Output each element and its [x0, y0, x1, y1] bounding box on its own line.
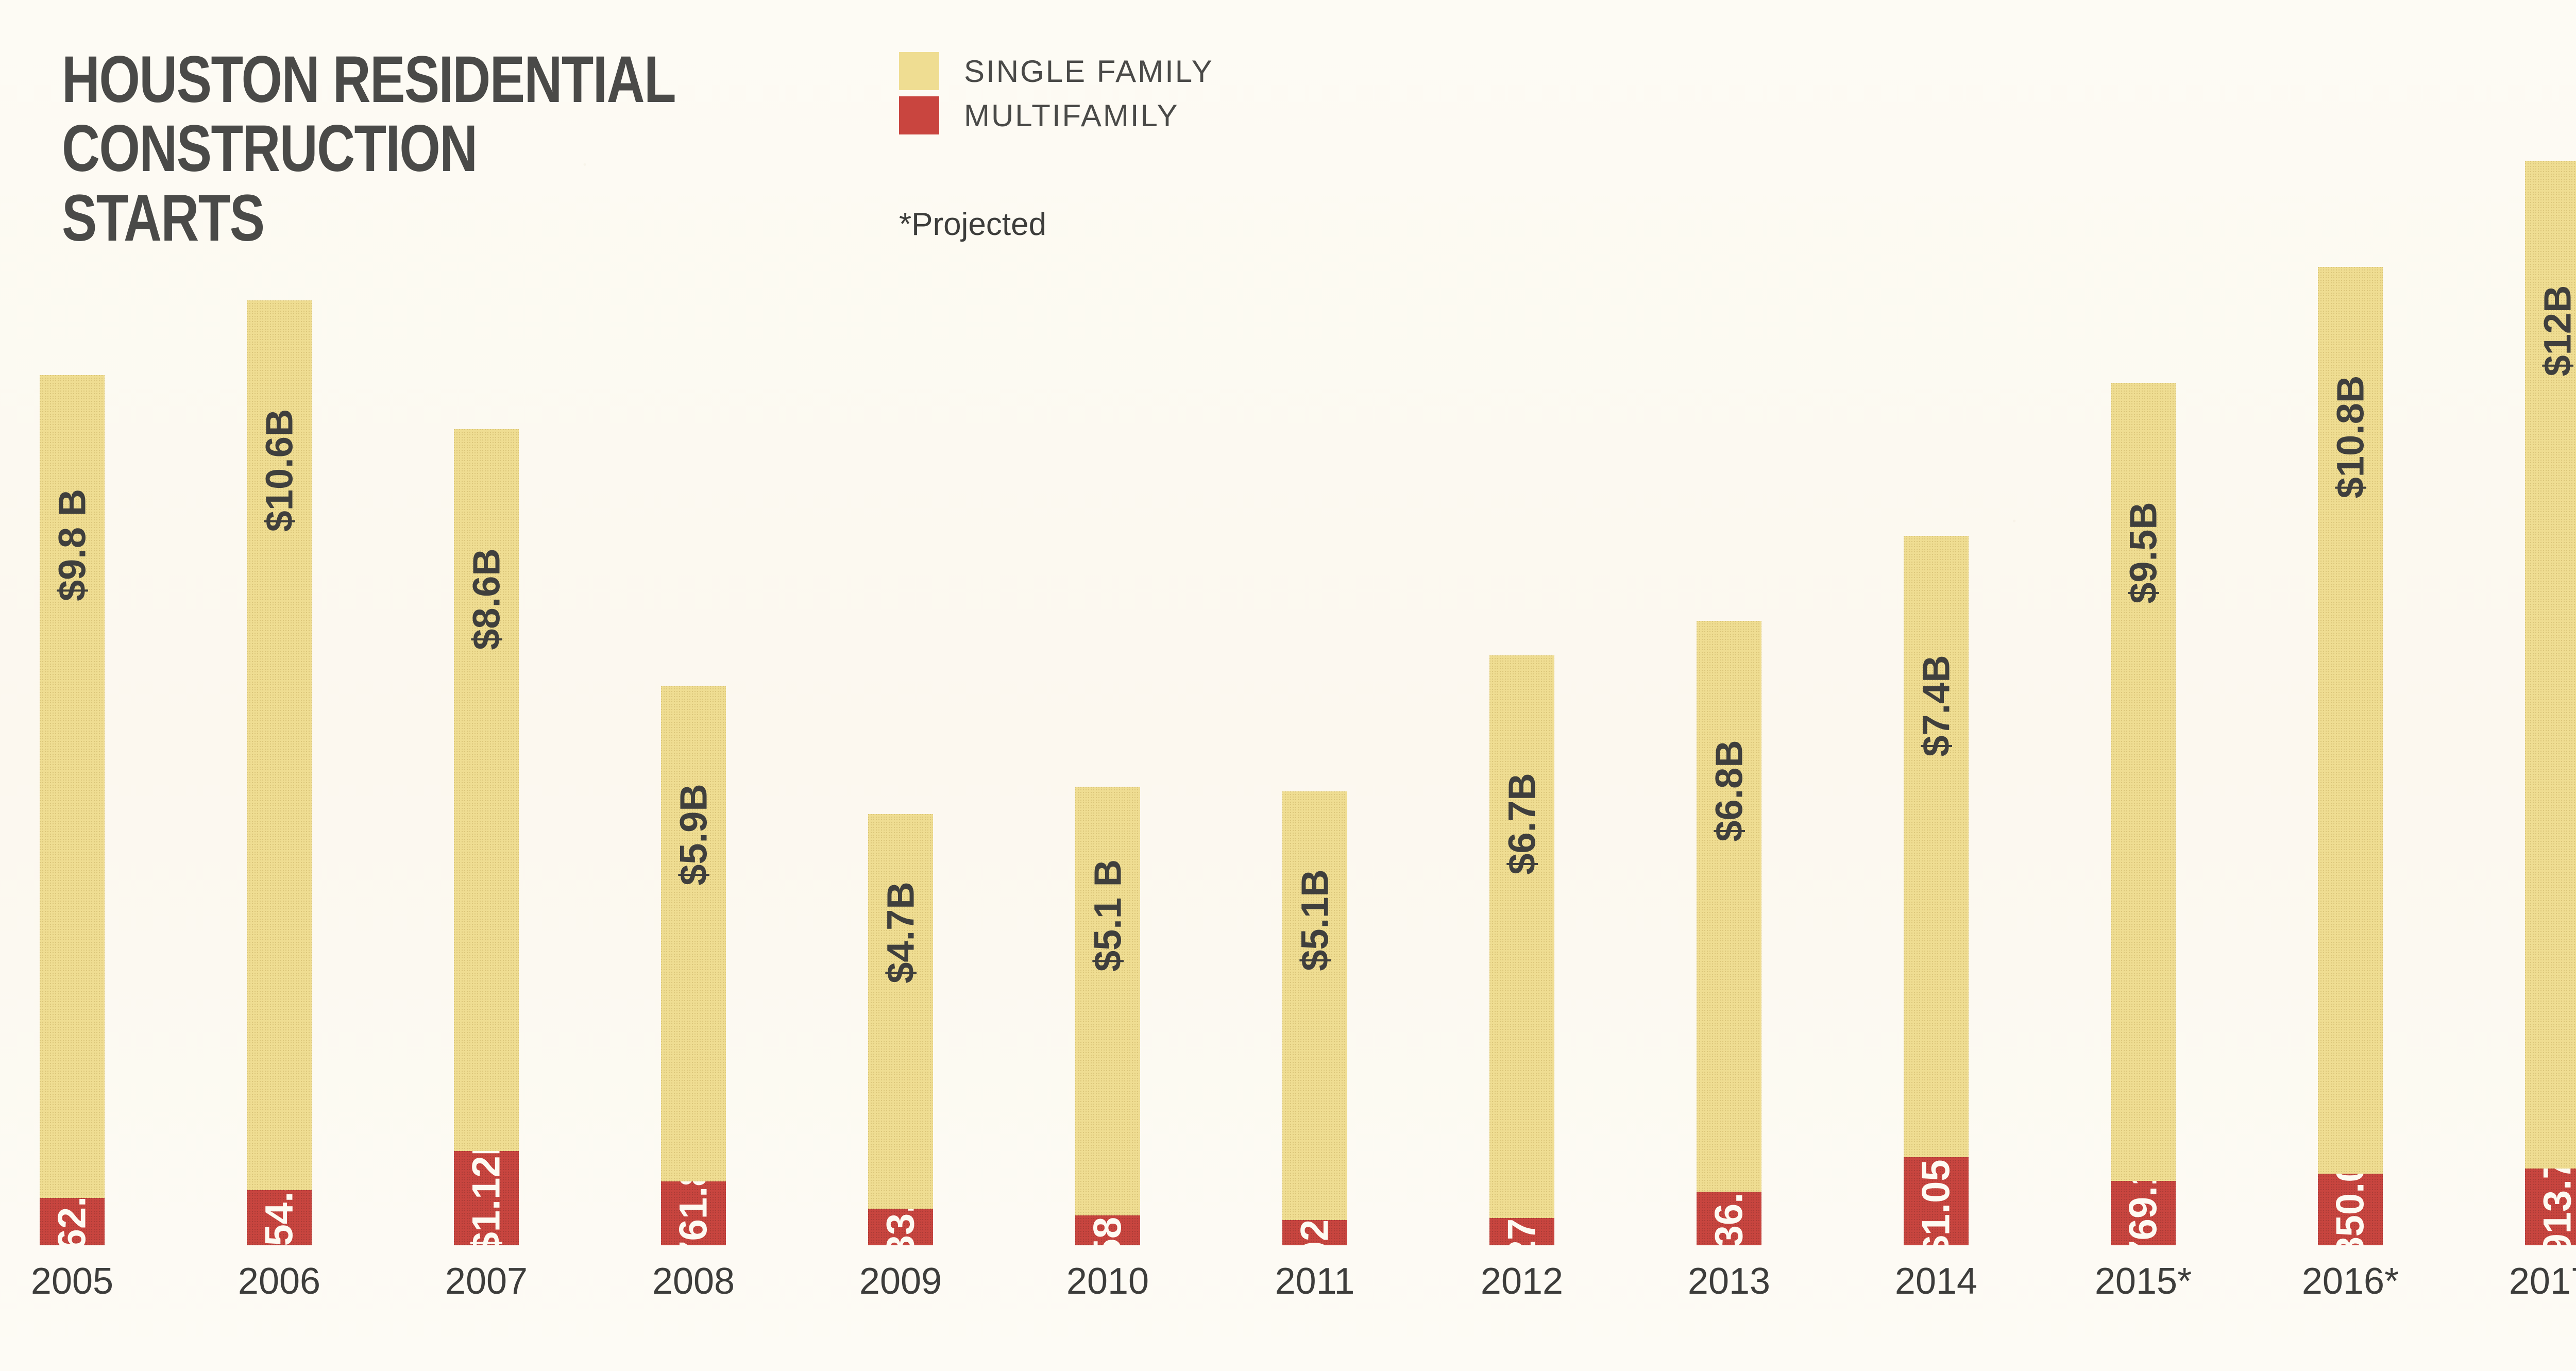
bar-2009[interactable]: $4.7B $433.7M	[868, 814, 933, 1245]
bar-value-label-single-family: $7.4B	[1914, 654, 1958, 757]
bar-segment-multifamily[interactable]: $636.2M	[1697, 1192, 1761, 1245]
bar-2013[interactable]: $6.8B $636.2M	[1697, 620, 1761, 1245]
bar-value-label-single-family: $5.1B	[1293, 869, 1336, 971]
page-title: HOUSTON RESIDENTIAL CONSTRUCTION STARTS	[62, 43, 676, 255]
bar-value-label-single-family: $12B	[2536, 285, 2576, 377]
bar-value-label-multifamily: $636.2M	[1707, 1192, 1752, 1245]
bar-value-label-single-family: $5.9B	[672, 783, 715, 886]
bar-segment-multifamily[interactable]: $327.7M	[1489, 1217, 1554, 1245]
bar-segment-single-family[interactable]: $4.7B	[868, 814, 933, 1209]
legend-item-single-family[interactable]: SINGLE FAMILY	[899, 49, 1214, 93]
bar-value-label-single-family: $4.7B	[879, 882, 922, 984]
single-family-swatch-icon	[899, 52, 939, 90]
bar-value-label-multifamily: $913.7M	[2535, 1169, 2576, 1245]
x-axis-label-2008: 2008	[652, 1261, 735, 1302]
bar-value-label-multifamily: $433.7M	[878, 1209, 923, 1245]
x-axis-label-2009: 2009	[859, 1261, 942, 1302]
bar-value-label-single-family: $9.5B	[2122, 502, 2165, 604]
chart-legend: SINGLE FAMILY MULTIFAMILY	[899, 49, 1214, 138]
bar-segment-single-family[interactable]: $6.7B	[1489, 655, 1554, 1218]
x-axis-label-2005: 2005	[30, 1261, 114, 1302]
x-axis-label-2011: 2011	[1275, 1261, 1355, 1302]
bar-value-label-multifamily: $358.5M	[1086, 1215, 1130, 1245]
x-axis-label-2007: 2007	[445, 1261, 528, 1302]
bar-value-label-single-family: $6.8B	[1707, 740, 1751, 842]
bar-2006[interactable]: $10.6B $654.5M	[247, 300, 312, 1245]
x-axis-label-2006: 2006	[238, 1261, 321, 1302]
x-axis-label-2010: 2010	[1066, 1261, 1149, 1302]
bar-segment-single-family[interactable]: $5.9B	[661, 686, 726, 1181]
bar-value-label-single-family: $9.8 B	[50, 488, 94, 601]
bar-segment-multifamily[interactable]: $761.8M	[661, 1181, 726, 1245]
bar-value-label-multifamily: $769.1M	[2121, 1181, 2166, 1245]
bar-chart-plot-area: $9.8 B$562.9M2005$10.6B$654.5M2006$8.6B$…	[30, 161, 2576, 1302]
bar-2012[interactable]: $6.7B $327.7M	[1489, 655, 1554, 1245]
bar-2010[interactable]: $5.1 B $358.5M	[1075, 787, 1140, 1245]
bar-segment-multifamily[interactable]: $1.05B	[1904, 1157, 1969, 1245]
bar-value-label-multifamily: $761.8M	[671, 1181, 716, 1245]
bar-value-label-single-family: $10.6B	[258, 409, 301, 532]
bar-segment-single-family[interactable]: $8.6B	[454, 429, 519, 1152]
bar-segment-single-family[interactable]: $12B	[2525, 161, 2576, 1169]
bar-2007[interactable]: $8.6B $1.12B	[454, 429, 519, 1245]
x-axis-label-2017: 2017*	[2509, 1261, 2576, 1302]
bar-value-label-multifamily: $302.6M	[1293, 1220, 1337, 1245]
bar-segment-single-family[interactable]: $10.6B	[247, 300, 312, 1191]
legend-item-multifamily[interactable]: MULTIFAMILY	[899, 93, 1214, 138]
legend-footnote: *Projected	[899, 207, 1047, 242]
bar-value-label-single-family: $10.8B	[2329, 375, 2372, 499]
bar-segment-multifamily[interactable]: $913.7M	[2525, 1169, 2576, 1245]
legend-label-multifamily: MULTIFAMILY	[964, 98, 1179, 133]
bar-2017[interactable]: $12B $913.7M	[2525, 161, 2576, 1245]
bar-value-label-multifamily: $654.5M	[257, 1190, 302, 1245]
bar-value-label-multifamily: $1.05B	[1914, 1157, 1958, 1245]
bar-segment-single-family[interactable]: $7.4B	[1904, 535, 1969, 1157]
legend-label-single-family: SINGLE FAMILY	[964, 54, 1214, 89]
bar-segment-multifamily[interactable]: $358.5M	[1075, 1215, 1140, 1245]
bar-segment-single-family[interactable]: $6.8B	[1697, 620, 1761, 1192]
bar-segment-multifamily[interactable]: $302.6M	[1282, 1220, 1347, 1245]
x-axis-label-2015: 2015*	[2094, 1261, 2192, 1302]
bar-segment-multifamily[interactable]: $1.12B	[454, 1151, 519, 1245]
bar-segment-multifamily[interactable]: $562.9M	[40, 1198, 105, 1245]
bar-2015[interactable]: $9.5B $769.1M	[2111, 383, 2176, 1245]
x-axis-label-2012: 2012	[1480, 1261, 1564, 1302]
bar-2014[interactable]: $7.4B $1.05B	[1904, 535, 1969, 1245]
bar-value-label-single-family: $6.7B	[1500, 773, 1544, 875]
bar-segment-multifamily[interactable]: $769.1M	[2111, 1180, 2176, 1245]
bar-value-label-multifamily: $1.12B	[464, 1151, 509, 1245]
bar-value-label-multifamily: $562.9M	[50, 1198, 95, 1245]
bar-2008[interactable]: $5.9B $761.8M	[661, 686, 726, 1245]
bar-value-label-multifamily: $327.7M	[1500, 1218, 1545, 1245]
bar-segment-multifamily[interactable]: $433.7M	[868, 1209, 933, 1245]
x-axis-label-2016: 2016*	[2301, 1261, 2399, 1302]
bar-segment-multifamily[interactable]: $654.5M	[247, 1190, 312, 1245]
bar-segment-single-family[interactable]: $10.8B	[2318, 267, 2383, 1174]
bar-2005[interactable]: $9.8 B $562.9M	[40, 375, 105, 1245]
bar-segment-single-family[interactable]: $9.5B	[2111, 383, 2176, 1181]
x-axis-label-2014: 2014	[1894, 1261, 1978, 1302]
bar-value-label-single-family: $8.6B	[465, 548, 508, 650]
bar-segment-single-family[interactable]: $5.1 B	[1075, 787, 1140, 1215]
bar-segment-multifamily[interactable]: $850.0M	[2318, 1174, 2383, 1245]
bar-value-label-single-family: $5.1 B	[1086, 859, 1129, 972]
x-axis-label-2013: 2013	[1687, 1261, 1771, 1302]
bar-2016[interactable]: $10.8B $850.0M	[2318, 267, 2383, 1245]
bar-segment-single-family[interactable]: $5.1B	[1282, 791, 1347, 1220]
bar-segment-single-family[interactable]: $9.8 B	[40, 375, 105, 1198]
bar-2011[interactable]: $5.1B $302.6M	[1282, 791, 1347, 1245]
multifamily-swatch-icon	[899, 96, 939, 134]
bar-value-label-multifamily: $850.0M	[2328, 1174, 2373, 1245]
